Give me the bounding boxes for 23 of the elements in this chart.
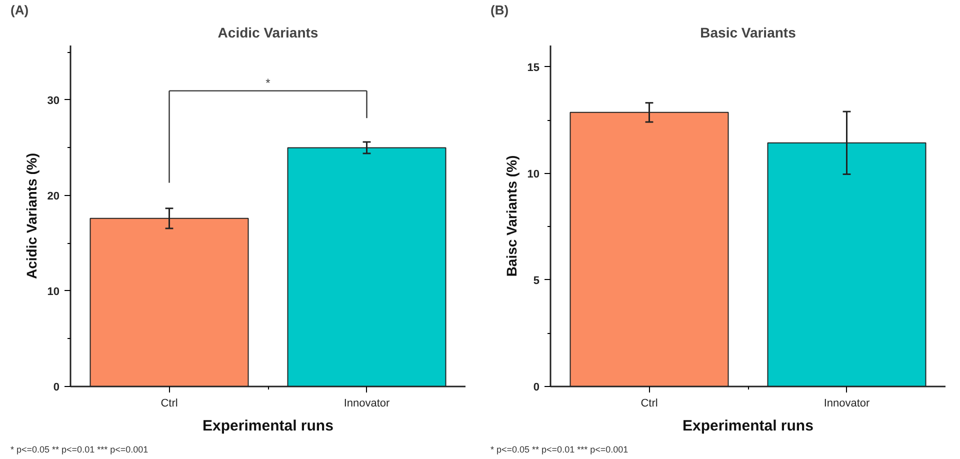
x-tick-label: Ctrl [160,398,178,410]
y-tick-label: 10 [47,286,60,298]
y-tick-label: 15 [527,62,540,74]
annotation: * [266,76,271,90]
text: (A) [10,2,29,18]
x-tick-label: Innovator [344,398,390,410]
chart-title: Acidic Variants [218,24,318,40]
x-axis-title: Experimental runs [202,418,334,434]
x-tick-label: Innovator [824,398,870,410]
text: * p<=0.05 ** p<=0.01 *** p<=0.001 [10,444,148,454]
x-tick-label: Ctrl [640,398,658,410]
y-axis-title: Acidic Variants (%) [23,152,40,280]
y-tick-label: 10 [527,168,540,180]
x-axis-title: Experimental runs [682,418,814,434]
y-axis-title: Baisc Variants (%) [503,155,520,277]
y-tick-label: 20 [47,190,60,202]
y-tick-label: 0 [533,382,540,394]
text: * p<=0.05 ** p<=0.01 *** p<=0.001 [490,444,628,454]
y-tick-label: 5 [533,274,540,287]
chart-title: Basic Variants [700,24,796,40]
text: (B) [490,2,509,18]
y-tick-label: 0 [53,382,60,394]
y-tick-label: 30 [47,94,60,107]
